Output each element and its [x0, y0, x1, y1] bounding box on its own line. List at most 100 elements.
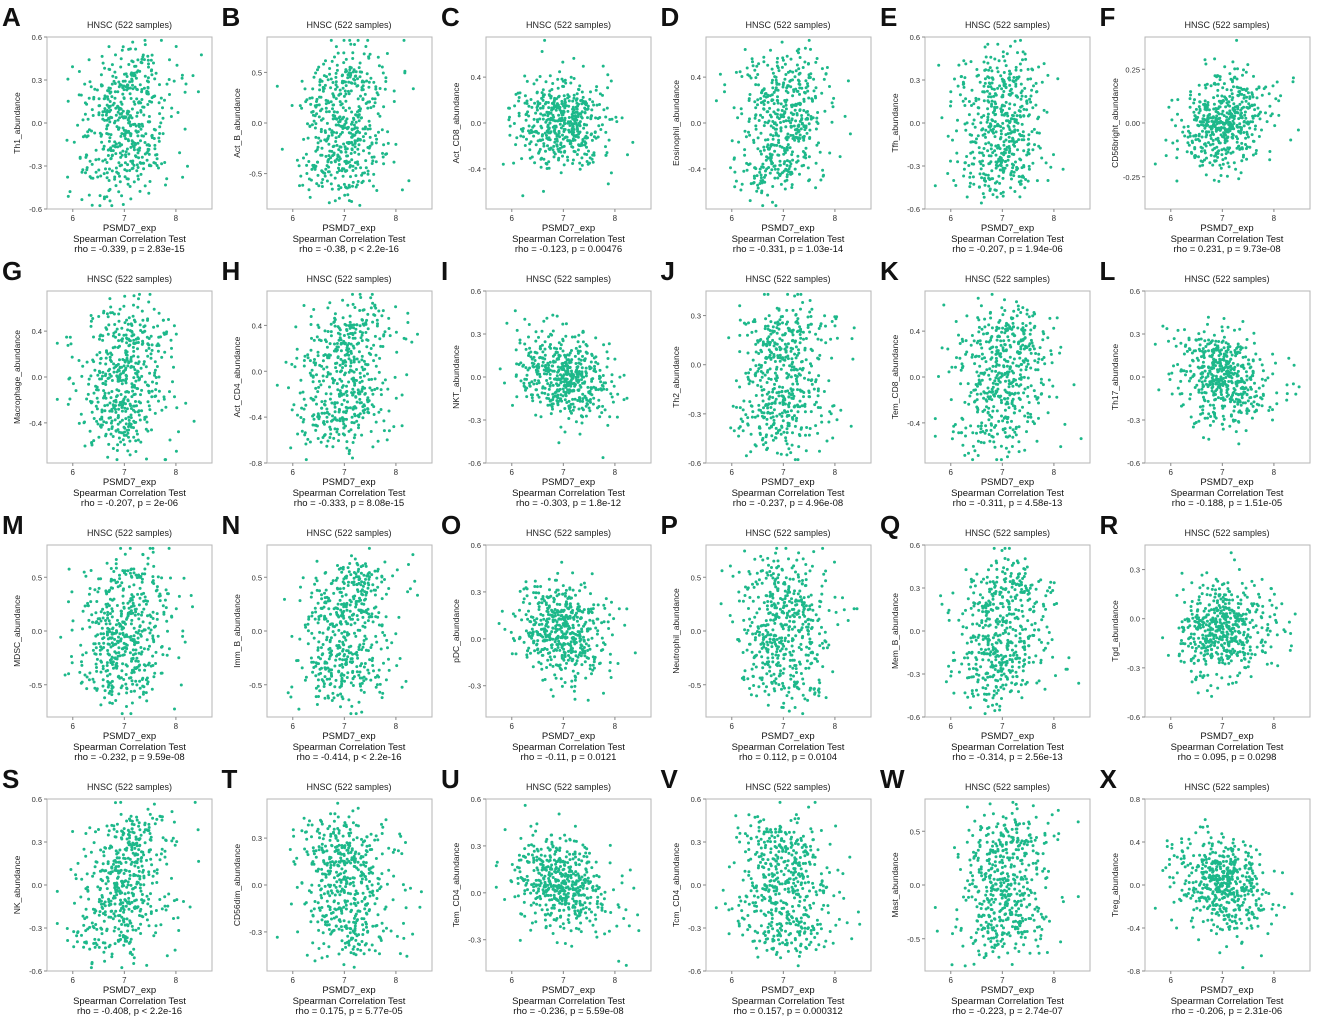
data-point: [322, 379, 325, 382]
data-point: [117, 119, 120, 122]
data-point: [531, 396, 534, 399]
data-point: [139, 109, 142, 112]
data-point: [290, 408, 293, 411]
data-point: [332, 379, 335, 382]
data-point: [154, 412, 157, 415]
data-point: [809, 315, 812, 318]
data-point: [814, 128, 817, 131]
data-point: [333, 317, 336, 320]
data-point: [353, 82, 356, 85]
data-point: [134, 154, 137, 157]
data-point: [148, 153, 151, 156]
plot-frame: [925, 37, 1090, 209]
data-point: [405, 373, 408, 376]
data-point: [993, 188, 996, 191]
data-point: [1019, 63, 1022, 66]
data-point: [111, 154, 114, 157]
data-point: [1007, 77, 1010, 80]
data-point: [338, 395, 341, 398]
data-point: [783, 63, 786, 66]
data-point: [118, 437, 121, 440]
data-point: [316, 141, 319, 144]
data-point: [329, 174, 332, 177]
data-point: [742, 400, 745, 403]
data-point: [794, 69, 797, 72]
data-point: [964, 97, 967, 100]
data-point: [335, 362, 338, 365]
data-point: [328, 128, 331, 131]
data-point: [564, 335, 567, 338]
data-point: [304, 100, 307, 103]
data-point: [1011, 114, 1014, 117]
data-point: [107, 428, 110, 431]
data-point: [770, 168, 773, 171]
data-point: [372, 105, 375, 108]
data-point: [778, 173, 781, 176]
data-point: [565, 361, 568, 364]
data-point: [769, 49, 772, 52]
data-point: [583, 140, 586, 143]
data-point: [990, 154, 993, 157]
data-point: [349, 141, 352, 144]
data-point: [589, 90, 592, 93]
data-point: [317, 137, 320, 140]
data-point: [323, 172, 326, 175]
data-point: [341, 316, 344, 319]
data-point: [1216, 94, 1219, 97]
data-point: [534, 414, 537, 417]
data-point: [1188, 106, 1191, 109]
data-point: [130, 60, 133, 63]
data-point: [816, 394, 819, 397]
data-point: [375, 138, 378, 141]
data-point: [1013, 111, 1016, 114]
data-point: [344, 406, 347, 409]
data-point: [977, 134, 980, 137]
data-point: [734, 180, 737, 183]
data-point: [343, 372, 346, 375]
data-point: [1005, 101, 1008, 104]
data-point: [118, 358, 121, 361]
data-point: [107, 105, 110, 108]
data-point: [153, 308, 156, 311]
data-point: [158, 101, 161, 104]
data-point: [361, 180, 364, 183]
data-point: [338, 364, 341, 367]
data-point: [1211, 139, 1214, 142]
data-point: [144, 153, 147, 156]
data-point: [144, 141, 147, 144]
data-point: [551, 408, 554, 411]
data-point: [1206, 104, 1209, 107]
data-point: [104, 167, 107, 170]
data-point: [1028, 165, 1031, 168]
data-point: [360, 318, 363, 321]
data-point: [149, 293, 152, 296]
data-point: [581, 400, 584, 403]
data-point: [328, 398, 331, 401]
data-point: [786, 71, 789, 74]
data-point: [783, 110, 786, 113]
data-point: [364, 159, 367, 162]
data-point: [366, 146, 369, 149]
data-point: [367, 378, 370, 381]
data-point: [544, 354, 547, 357]
data-point: [743, 154, 746, 157]
data-point: [774, 204, 777, 207]
data-point: [334, 136, 337, 139]
data-point: [354, 75, 357, 78]
data-point: [121, 150, 124, 153]
data-point: [361, 135, 364, 138]
data-point: [394, 331, 397, 334]
data-point: [1021, 58, 1024, 61]
data-point: [798, 72, 801, 75]
data-point: [973, 119, 976, 122]
data-point: [1242, 131, 1245, 134]
data-point: [1008, 107, 1011, 110]
data-point: [738, 334, 741, 337]
data-point: [562, 85, 565, 88]
data-point: [581, 144, 584, 147]
data-point: [1000, 164, 1003, 167]
data-point: [588, 98, 591, 101]
data-point: [1204, 130, 1207, 133]
data-point: [541, 387, 544, 390]
data-point: [295, 159, 298, 162]
